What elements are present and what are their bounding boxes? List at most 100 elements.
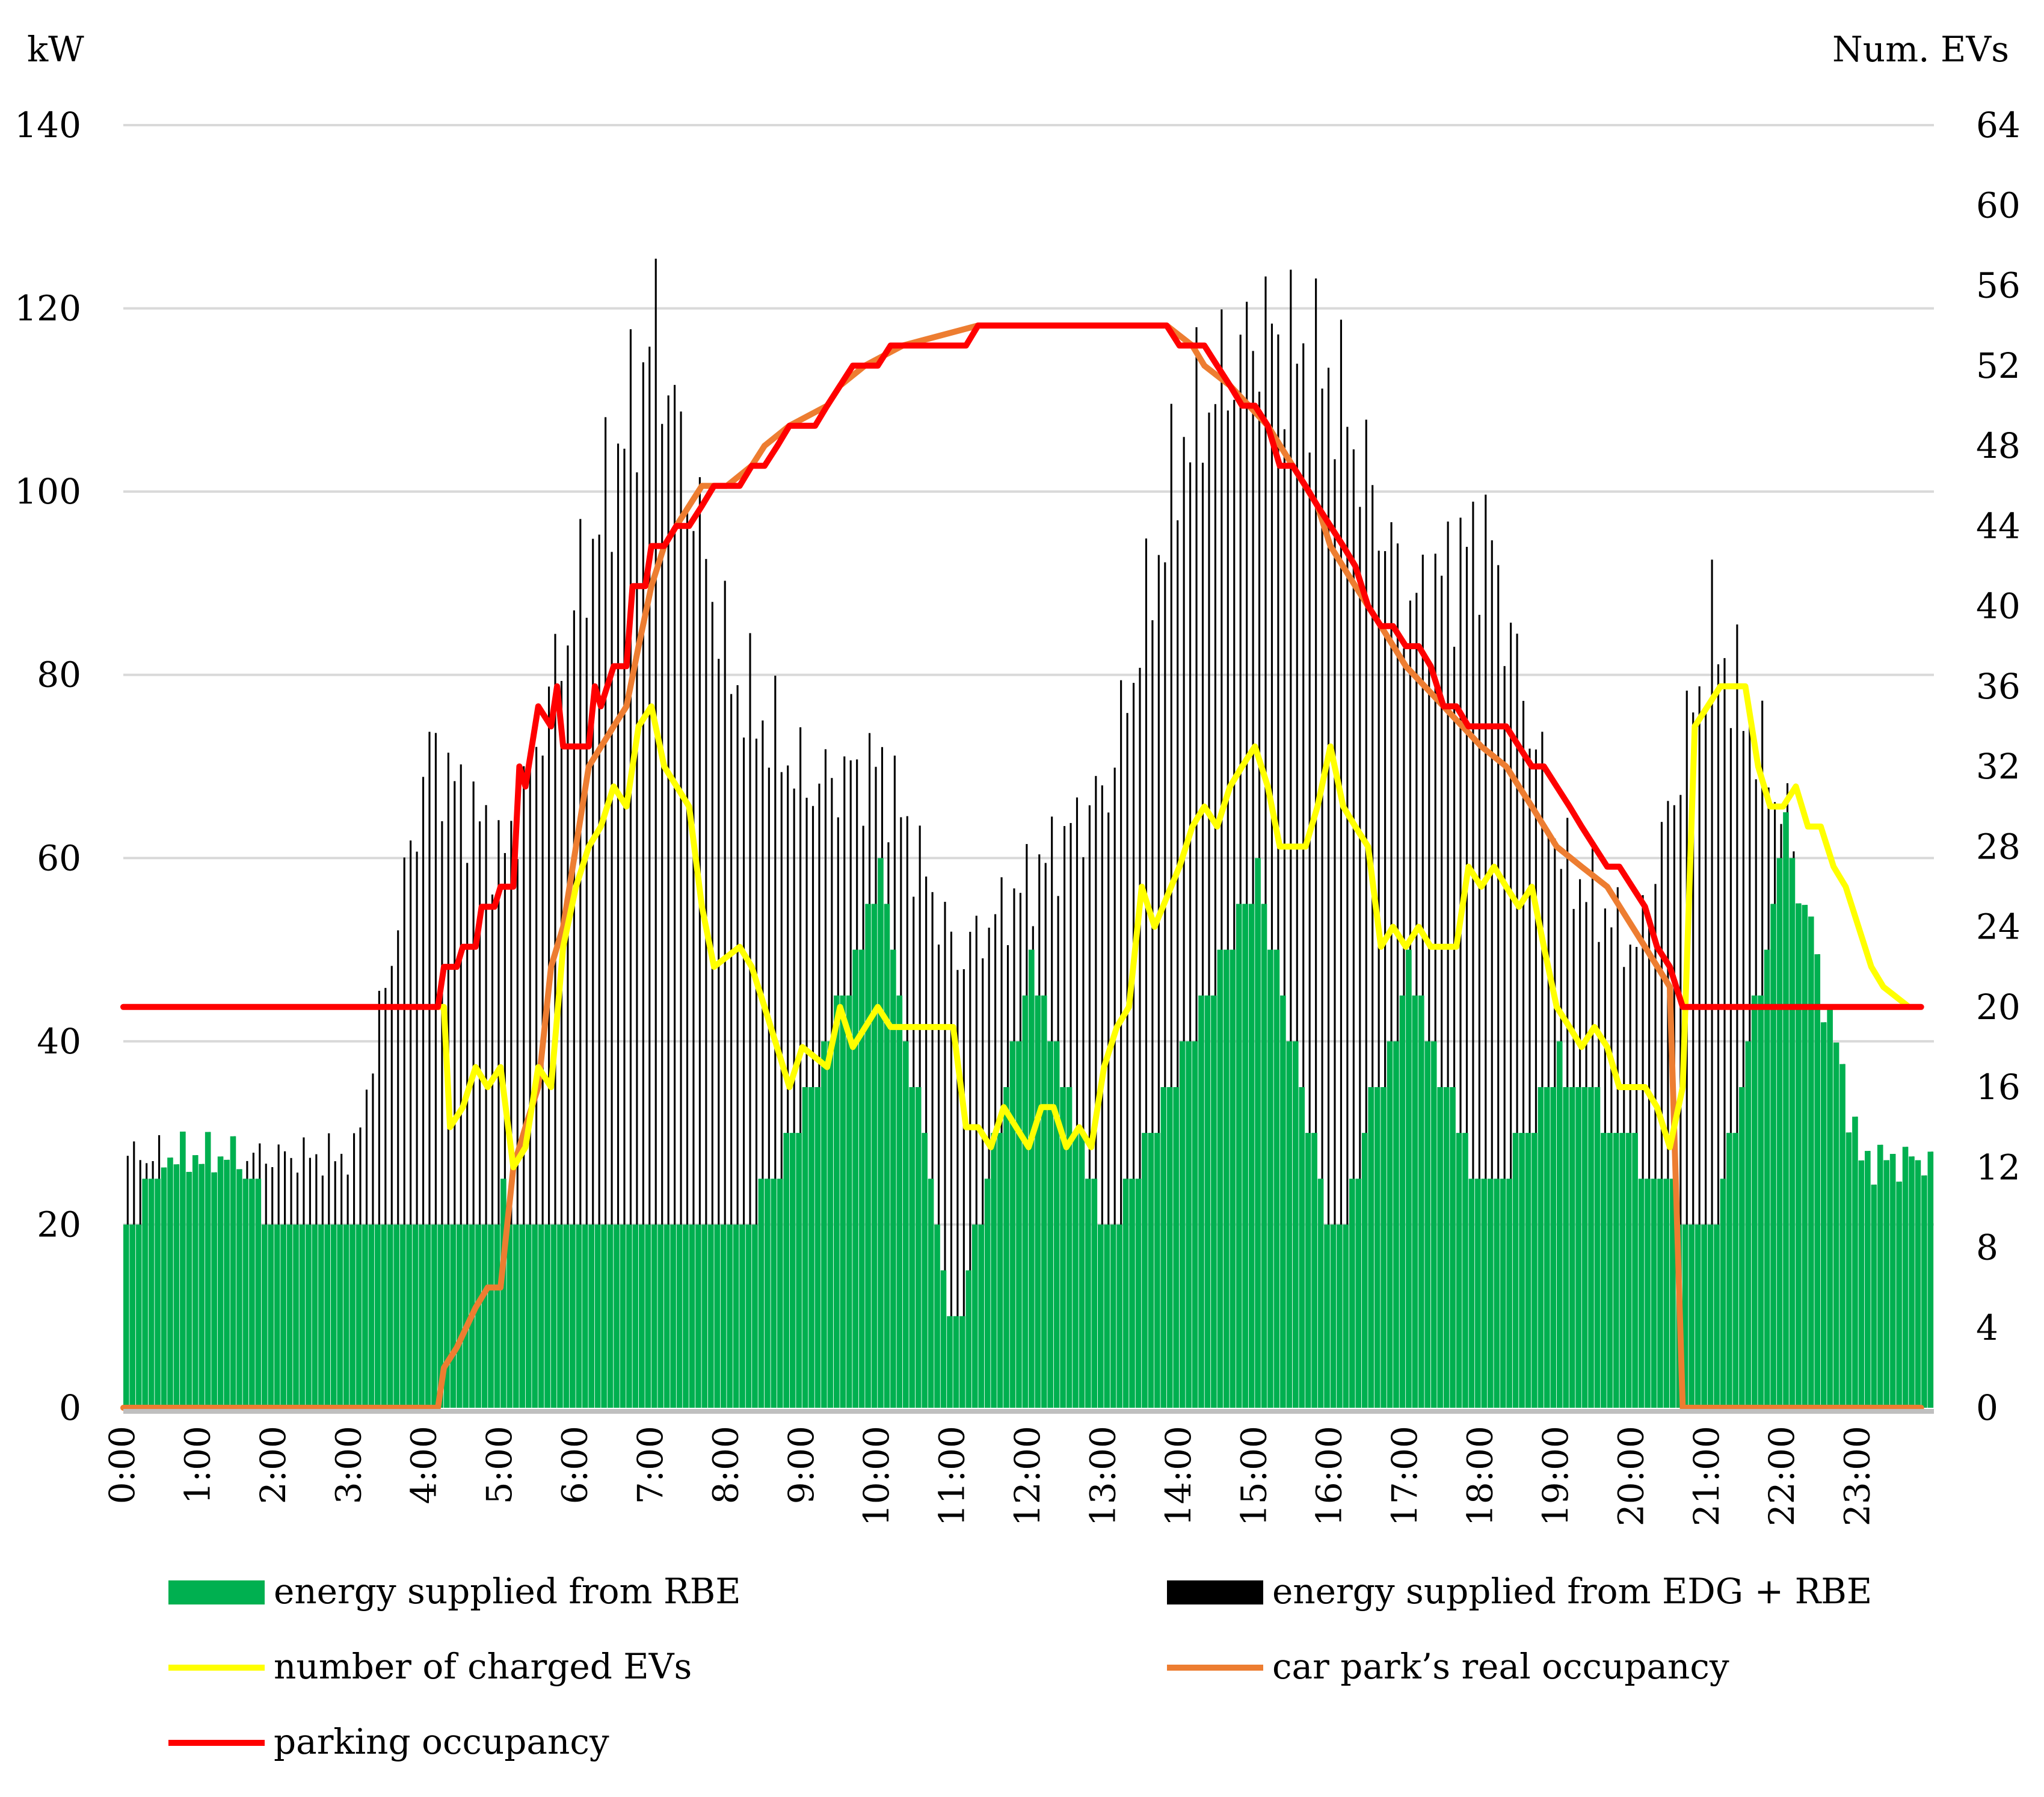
bar-edg-rbe bbox=[674, 384, 676, 1408]
bar-rbe bbox=[525, 1224, 532, 1408]
bar-rbe bbox=[733, 1224, 739, 1408]
bar-edg-rbe bbox=[623, 448, 626, 1408]
bar-edg-rbe bbox=[1447, 521, 1449, 1408]
bar-rbe bbox=[953, 1316, 959, 1408]
bar-edg-rbe bbox=[1522, 701, 1525, 1408]
bar-edg-rbe bbox=[378, 990, 380, 1408]
bar-edg-rbe bbox=[780, 772, 783, 1408]
x-tick-label: 6:00 bbox=[555, 1426, 596, 1504]
bar-edg-rbe bbox=[724, 581, 726, 1408]
gridlines bbox=[123, 124, 1934, 1226]
right-axis-title: Num. EVs bbox=[1832, 29, 2009, 70]
bar-rbe bbox=[1217, 949, 1224, 1408]
bar-edg-rbe bbox=[1302, 343, 1305, 1408]
bar-edg-rbe bbox=[1107, 812, 1110, 1408]
bar-edg-rbe bbox=[1126, 713, 1128, 1408]
bar-rbe bbox=[1538, 1087, 1544, 1408]
bar-edg-rbe bbox=[503, 852, 506, 1408]
bar-rbe bbox=[771, 1179, 777, 1408]
bar-rbe bbox=[1544, 1087, 1550, 1408]
bar-edg-rbe bbox=[1227, 410, 1229, 1408]
bar-edg-rbe bbox=[1270, 323, 1273, 1408]
bar-rbe bbox=[1619, 1133, 1626, 1408]
bar-rbe bbox=[1211, 995, 1217, 1408]
bar-edg-rbe bbox=[1497, 565, 1500, 1408]
bar-rbe bbox=[1148, 1133, 1154, 1408]
bar-edg-rbe bbox=[1698, 686, 1701, 1408]
bar-rbe bbox=[324, 1224, 331, 1408]
bar-edg-rbe bbox=[1465, 546, 1468, 1408]
bar-edg-rbe bbox=[567, 645, 569, 1408]
bar-rbe bbox=[1091, 1179, 1098, 1408]
bar-edg-rbe bbox=[1535, 749, 1537, 1408]
bar-rbe bbox=[1651, 1179, 1657, 1408]
bar-edg-rbe bbox=[617, 443, 620, 1408]
x-tick-label: 8:00 bbox=[705, 1426, 746, 1504]
bar-rbe bbox=[1701, 1224, 1707, 1408]
bar-rbe bbox=[752, 1224, 758, 1408]
bar-rbe bbox=[129, 1224, 136, 1408]
bar-edg-rbe bbox=[1308, 452, 1311, 1408]
bar-rbe bbox=[1720, 1179, 1726, 1408]
x-tick-label: 5:00 bbox=[479, 1426, 520, 1504]
bar-rbe bbox=[1927, 1151, 1934, 1408]
bar-rbe bbox=[224, 1159, 230, 1408]
bar-rbe bbox=[1186, 1041, 1192, 1408]
bar-rbe bbox=[808, 1087, 814, 1408]
bar-rbe bbox=[663, 1224, 670, 1408]
bar-edg-rbe bbox=[410, 840, 412, 1408]
bar-rbe bbox=[714, 1224, 721, 1408]
right-tick-label: 56 bbox=[1976, 265, 2021, 306]
bar-edg-rbe bbox=[988, 927, 990, 1408]
bar-edg-rbe bbox=[585, 617, 588, 1408]
bar-edg-rbe bbox=[1252, 351, 1254, 1408]
x-tick-label: 3:00 bbox=[328, 1426, 369, 1504]
bar-rbe bbox=[1726, 1133, 1732, 1408]
bar-edg-rbe bbox=[1145, 538, 1148, 1408]
bar-edg-rbe bbox=[491, 894, 494, 1408]
bar-rbe bbox=[802, 1087, 808, 1408]
bar-rbe bbox=[1337, 1224, 1343, 1408]
bar-edg-rbe bbox=[573, 610, 575, 1408]
bar-rbe bbox=[1625, 1133, 1632, 1408]
bar-rbe bbox=[475, 1224, 481, 1408]
bar-edg-rbe bbox=[1711, 559, 1713, 1408]
bar-edg-rbe bbox=[384, 988, 387, 1408]
bar-rbe bbox=[1198, 995, 1204, 1408]
bar-rbe bbox=[1714, 1224, 1720, 1408]
right-tick-label: 52 bbox=[1976, 345, 2021, 386]
legend-label-parking-occupancy: parking occupancy bbox=[274, 1721, 609, 1762]
bar-rbe bbox=[337, 1224, 343, 1408]
left-axis-title: kW bbox=[27, 29, 84, 70]
bar-edg-rbe bbox=[434, 733, 437, 1408]
bar-rbe bbox=[444, 1224, 450, 1408]
bar-rbe bbox=[614, 1224, 620, 1408]
bar-rbe bbox=[173, 1164, 180, 1408]
bar-rbe bbox=[1286, 1041, 1293, 1408]
bar-rbe bbox=[707, 1224, 714, 1408]
bar-rbe bbox=[249, 1179, 255, 1408]
bar-edg-rbe bbox=[1478, 614, 1480, 1408]
line-number-of-charged-evs bbox=[435, 683, 1912, 1171]
bar-rbe bbox=[1412, 995, 1418, 1408]
bar-rbe bbox=[1292, 1041, 1299, 1408]
bar-edg-rbe bbox=[1528, 748, 1531, 1408]
bar-rbe bbox=[1273, 949, 1280, 1408]
bar-rbe bbox=[1601, 1133, 1607, 1408]
bar-rbe bbox=[1506, 1179, 1512, 1408]
bar-edg-rbe bbox=[1239, 334, 1242, 1408]
bar-edg-rbe bbox=[529, 747, 531, 1408]
bar-edg-rbe bbox=[541, 755, 544, 1408]
bar-rbe bbox=[827, 1041, 834, 1408]
bar-edg-rbe bbox=[1076, 797, 1079, 1408]
bar-rbe bbox=[1581, 1087, 1588, 1408]
bar-edg-rbe bbox=[1642, 895, 1644, 1408]
bar-edg-rbe bbox=[1233, 399, 1236, 1408]
bar-rbe bbox=[1707, 1224, 1714, 1408]
bar-edg-rbe bbox=[390, 966, 393, 1408]
bar-rbe bbox=[1525, 1133, 1531, 1408]
bar-edg-rbe bbox=[1541, 732, 1544, 1408]
bar-edg-rbe bbox=[547, 686, 550, 1408]
left-tick-label: 100 bbox=[14, 471, 81, 512]
bar-rbe bbox=[940, 1270, 947, 1408]
